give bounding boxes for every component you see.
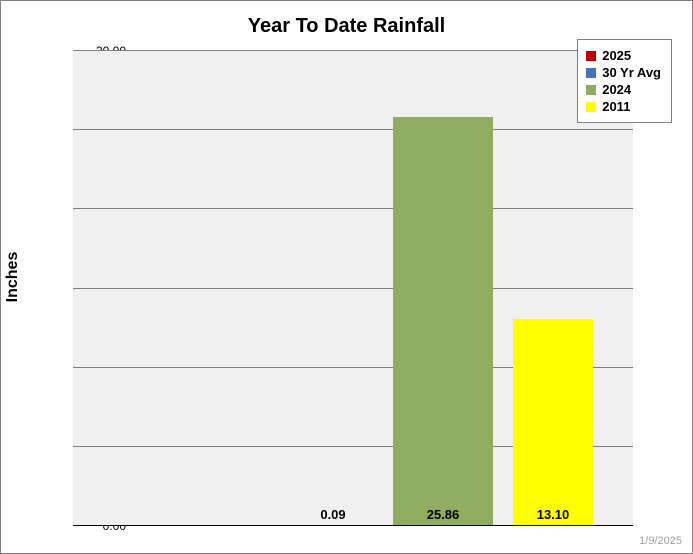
legend-item: 30 Yr Avg xyxy=(586,65,661,80)
bar-2024 xyxy=(393,117,493,526)
legend: 2025 30 Yr Avg 2024 2011 xyxy=(577,39,672,123)
plot-area: 0.09 25.86 13.10 xyxy=(73,51,633,526)
legend-label: 30 Yr Avg xyxy=(602,65,661,80)
legend-item: 2024 xyxy=(586,82,661,97)
x-axis-baseline xyxy=(73,525,633,526)
chart-title: Year To Date Rainfall xyxy=(1,15,692,38)
legend-swatch xyxy=(586,51,596,61)
gridline xyxy=(73,208,633,209)
legend-item: 2025 xyxy=(586,48,661,63)
bar-label: 0.09 xyxy=(320,507,345,522)
bar-2011 xyxy=(513,319,593,526)
legend-label: 2011 xyxy=(602,99,630,114)
legend-label: 2025 xyxy=(602,48,631,63)
gridline xyxy=(73,50,633,51)
gridline xyxy=(73,129,633,130)
datestamp: 1/9/2025 xyxy=(639,535,682,547)
legend-item: 2011 xyxy=(586,99,661,114)
legend-label: 2024 xyxy=(602,82,631,97)
chart-frame: Year To Date Rainfall Inches 0.005.0010.… xyxy=(0,0,693,554)
bar-label: 13.10 xyxy=(537,507,570,522)
legend-swatch xyxy=(586,102,596,112)
legend-swatch xyxy=(586,85,596,95)
y-axis-label: Inches xyxy=(4,252,22,303)
legend-swatch xyxy=(586,68,596,78)
bar-label: 25.86 xyxy=(427,507,460,522)
gridline xyxy=(73,288,633,289)
